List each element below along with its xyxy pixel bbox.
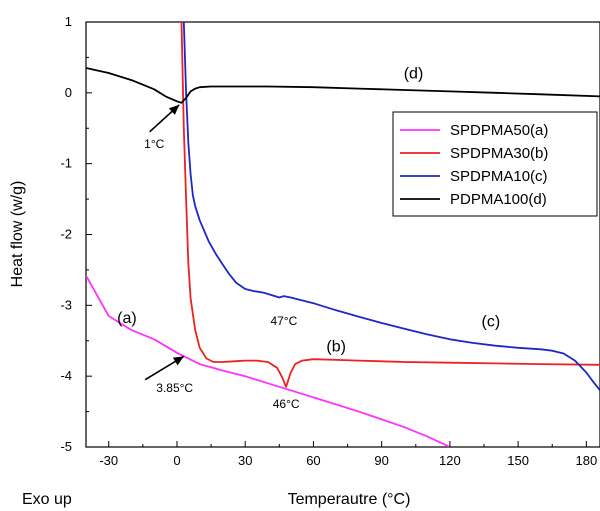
series-line-3 xyxy=(182,22,600,391)
annotation-label: 3.85°C xyxy=(156,381,193,395)
annotation-label: 46°C xyxy=(273,397,300,411)
annotation-label: 47°C xyxy=(270,314,297,328)
x-tick-label: 30 xyxy=(238,453,252,468)
x-tick-label: 150 xyxy=(507,453,529,468)
x-tick-label: 90 xyxy=(374,453,388,468)
series-line-4 xyxy=(86,67,600,104)
annotation-label: 1°C xyxy=(144,137,164,151)
y-axis-title: Heat flow (w/g) xyxy=(9,181,26,288)
legend-label: PDPMA100(d) xyxy=(450,191,547,208)
x-tick-label: 180 xyxy=(576,453,598,468)
y-tick-label: -4 xyxy=(60,368,72,383)
x-axis-title: Temperautre (°C) xyxy=(288,491,411,508)
y-tick-label: 0 xyxy=(65,85,72,100)
y-tick-label: 1 xyxy=(65,14,72,29)
legend-label: SPDPMA10(c) xyxy=(450,168,548,185)
annotation-label: (d) xyxy=(404,66,424,83)
annotation-label: (c) xyxy=(482,314,501,331)
legend: SPDPMA50(a) SPDPMA30(b) SPDPMA10(c) PDPMA10… xyxy=(392,111,598,217)
y-tick-label: -5 xyxy=(60,439,72,454)
x-tick-label: -30 xyxy=(99,453,118,468)
annotation-arrow-head xyxy=(168,104,180,115)
x-tick-label: 0 xyxy=(173,453,180,468)
series-line-2 xyxy=(180,22,600,388)
annotation-label: (b) xyxy=(326,338,346,355)
x-tick-label: 120 xyxy=(439,453,461,468)
legend-label: SPDPMA50(a) xyxy=(450,122,548,139)
legend-label: SPDPMA30(b) xyxy=(450,145,548,162)
y-tick-label: -1 xyxy=(60,156,72,171)
series-line-1 xyxy=(86,275,451,447)
y-tick-label: -2 xyxy=(60,227,72,242)
exo-up-label: Exo up xyxy=(22,491,72,508)
annotation-arrow-head xyxy=(172,356,184,366)
y-tick-label: -3 xyxy=(60,297,72,312)
annotation-label: (a) xyxy=(117,310,137,327)
x-tick-label: 60 xyxy=(306,453,320,468)
